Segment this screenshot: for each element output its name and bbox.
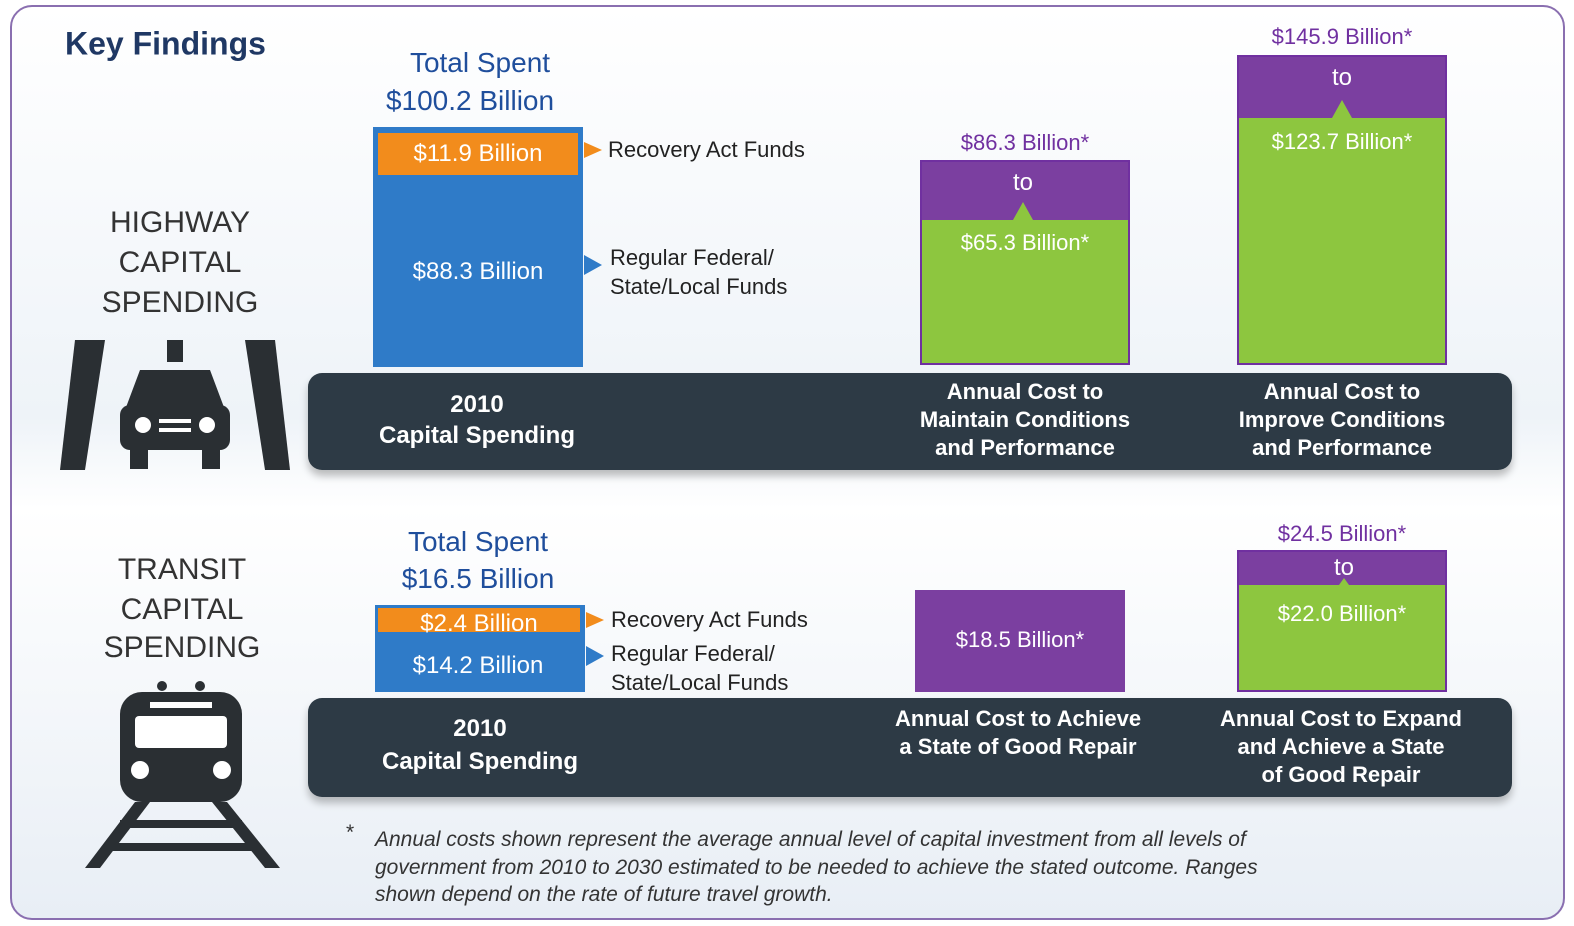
caption: 2010 <box>453 715 507 742</box>
range-high: $24.5 Billion* <box>1277 521 1407 546</box>
total-value: $100.2 Billion <box>385 85 555 116</box>
range-top <box>1239 552 1445 585</box>
section-label: CAPITAL <box>118 246 242 279</box>
range-high: $145.9 Billion* <box>1271 24 1413 49</box>
caption: Annual Cost to Achieve <box>894 706 1142 731</box>
footnote: shown depend on the rate of future trave… <box>375 883 833 906</box>
section-label: SPENDING <box>101 286 259 319</box>
section-label: CAPITAL <box>120 593 244 626</box>
recovery-value: $11.9 Billion <box>413 140 543 167</box>
total-label: Total Spent <box>409 47 551 78</box>
section-label: SPENDING <box>103 631 261 664</box>
caption: and Performance <box>1252 435 1432 460</box>
caption: Capital Spending <box>381 748 579 775</box>
train-icon <box>85 681 280 868</box>
footnote-marker: * <box>346 821 355 844</box>
range-arrow <box>1334 578 1354 592</box>
recovery-segment <box>378 608 580 632</box>
recovery-value: $2.4 Billion <box>420 610 538 637</box>
recovery-segment <box>378 133 578 175</box>
pointers <box>584 142 602 275</box>
footnote: government from 2010 to 2030 estimated t… <box>375 856 1258 879</box>
caption: Annual Cost to <box>946 379 1104 404</box>
caption: Annual Cost to <box>1263 379 1421 404</box>
footnote: Annual costs shown represent the average… <box>375 828 1246 851</box>
repair-box <box>915 590 1125 692</box>
range-to: to <box>1331 64 1353 91</box>
section-label: HIGHWAY <box>110 206 250 239</box>
range-low: $65.3 Billion* <box>960 230 1090 255</box>
legend-label: Regular Federal/ <box>611 641 775 666</box>
repair-value: $18.5 Billion* <box>955 627 1085 652</box>
caption: and Achieve a State <box>1237 734 1445 759</box>
legend-label: Recovery Act Funds <box>611 607 808 632</box>
caption: and Performance <box>935 435 1115 460</box>
legend-label: State/Local Funds <box>611 670 789 695</box>
range-to: to <box>1333 554 1355 581</box>
range-low: $22.0 Billion* <box>1277 601 1407 626</box>
legend-label: Regular Federal/ <box>610 245 774 270</box>
total-value: $16.5 Billion <box>401 563 555 594</box>
caption: Maintain Conditions <box>919 407 1131 432</box>
total-label: Total Spent <box>407 526 549 557</box>
range-to: to <box>1012 169 1034 196</box>
caption-bar <box>308 698 1512 797</box>
range-arrow <box>1013 202 1033 220</box>
caption: a State of Good Repair <box>899 734 1137 759</box>
pointers <box>586 612 604 666</box>
caption-bar <box>308 373 1512 470</box>
caption: Improve Conditions <box>1238 407 1446 432</box>
title: Key Findings <box>65 25 266 62</box>
regular-value: $88.3 Billion <box>412 258 544 285</box>
legend-label: State/Local Funds <box>610 274 788 299</box>
caption: Annual Cost to Expand <box>1220 706 1462 731</box>
range-low: $123.7 Billion* <box>1271 129 1413 154</box>
range-arrow <box>1332 100 1352 118</box>
caption: Capital Spending <box>378 422 576 449</box>
caption: 2010 <box>450 391 504 418</box>
range-high: $86.3 Billion* <box>960 130 1090 155</box>
section-label: TRANSIT <box>117 553 247 586</box>
caption: of Good Repair <box>1261 762 1421 787</box>
legend-label: Recovery Act Funds <box>608 137 805 162</box>
regular-value: $14.2 Billion <box>412 652 544 679</box>
car-icon <box>60 340 290 470</box>
